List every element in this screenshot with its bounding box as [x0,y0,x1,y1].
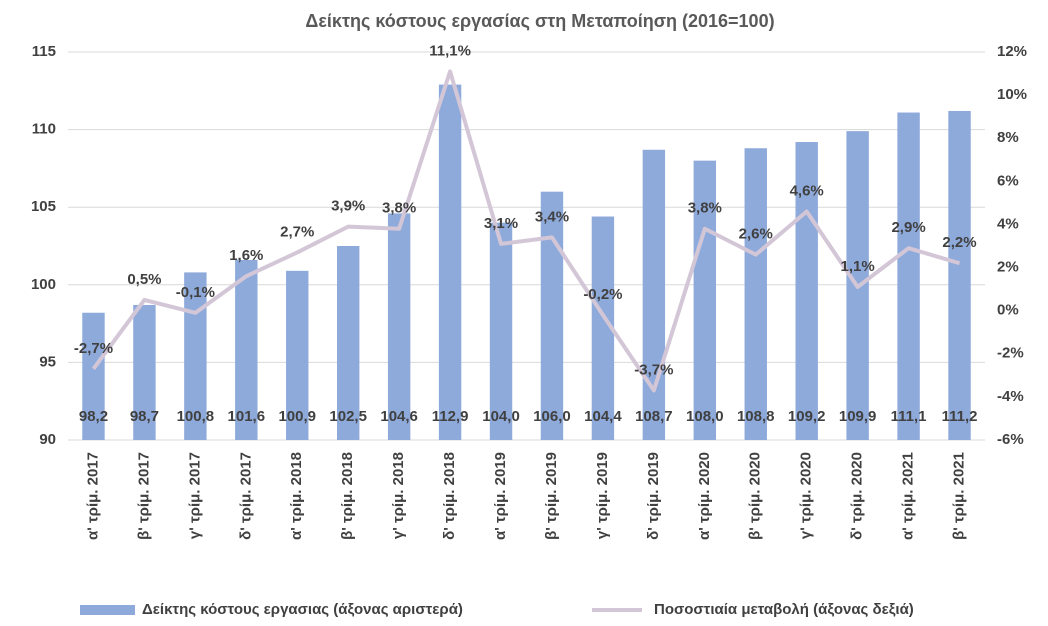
line-value-label: 0,5% [127,271,161,288]
y2-tick-label: -4% [997,388,1024,405]
line-value-label: 3,4% [535,208,569,225]
y2-tick-label: 0% [997,302,1019,319]
bar [235,259,258,440]
line-value-label: 1,1% [841,258,875,275]
x-tick-label: γ' τρίμ. 2017 [186,452,203,539]
bar [540,191,564,440]
y2-tick-label: 2% [997,259,1019,276]
line-value-label: 3,1% [484,215,518,232]
x-tick-label: δ' τρίμ. 2017 [237,452,254,540]
legend-label: Ποσοστιαία μεταβολή (άξονας δεξιά) [654,601,914,618]
x-tick-label: β' τρίμ. 2021 [950,452,967,540]
bar [184,272,207,440]
line-value-label: 3,8% [688,200,722,217]
bar [133,304,156,440]
bar-value-label: 111,2 [942,408,978,425]
bar-value-label: 98,2 [79,408,108,425]
y-tick-label: 90 [39,431,56,448]
line-value-label: 2,2% [942,234,976,251]
bar [591,216,615,440]
x-tick-label: δ' τρίμ. 2018 [441,452,458,540]
bar-value-label: 106,0 [533,408,571,425]
y2-tick-label: 12% [997,43,1027,60]
y2-tick-label: -2% [997,345,1024,362]
x-tick-label: δ' τρίμ. 2019 [645,452,662,540]
y-tick-label: 105 [31,198,56,215]
bar-value-label: 109,9 [839,408,877,425]
line-value-label: -0,2% [583,286,622,303]
line-value-label: 2,7% [280,223,314,240]
line-value-label: -3,7% [634,361,673,378]
bar [744,148,767,440]
bar-value-label: 111,1 [891,408,927,425]
line-value-label: 11,1% [429,42,471,59]
legend-swatch [80,605,135,615]
bar [286,270,309,440]
bar-value-label: 98,7 [130,408,159,425]
bar [438,84,462,440]
x-tick-label: δ' τρίμ. 2020 [849,452,866,540]
x-tick-label: β' τρίμ. 2017 [135,452,152,540]
x-tick-label: β' τρίμ. 2019 [543,452,560,540]
bar-value-label: 104,6 [380,408,418,425]
bar [948,110,971,440]
bar-value-label: 108,7 [635,408,673,425]
bar [336,246,360,440]
y-tick-label: 100 [31,276,56,293]
legend-label: Δείκτης κόστους εργασιας (άξονας αριστερ… [142,601,463,618]
x-tick-label: α' τρίμ. 2017 [84,452,101,540]
x-tick-label: γ' τρίμ. 2019 [594,452,611,539]
bar-value-label: 109,2 [788,408,826,425]
line-value-label: -0,1% [176,284,215,301]
line-value-label: 3,9% [331,198,365,215]
y2-tick-label: 8% [997,129,1019,146]
y-tick-label: 110 [32,121,56,138]
line [91,69,961,393]
bar-value-label: 100,8 [177,408,215,425]
bar-value-label: 104,4 [584,408,622,425]
chart-title: Δείκτης κόστους εργασίας στη Μεταποίηση … [305,11,774,31]
bar-value-label: 101,6 [228,408,266,425]
x-tick-label: α' τρίμ. 2018 [288,452,305,540]
y-tick-label: 115 [32,43,56,60]
y2-tick-label: -6% [997,431,1024,448]
line-value-label: 3,8% [382,200,416,217]
line-value-label: 4,6% [790,182,824,199]
x-tick-label: β' τρίμ. 2018 [339,452,356,540]
bar-value-label: 104,0 [482,408,520,425]
line-value-label: 2,6% [739,226,773,243]
bar [642,149,666,440]
y2-tick-label: 4% [997,215,1019,232]
line-value-label: 1,6% [229,247,263,264]
bar [387,213,411,440]
y-tick-label: 95 [39,353,56,370]
x-tick-label: γ' τρίμ. 2020 [798,452,815,539]
bar-value-label: 100,9 [278,408,316,425]
bar-value-label: 108,0 [686,408,724,425]
line-value-label: 2,9% [891,219,925,236]
x-tick-label: α' τρίμ. 2019 [492,452,509,540]
y2-tick-label: 10% [997,86,1027,103]
line-value-label: -2,7% [74,340,113,357]
bar-value-label: 108,8 [737,408,775,425]
bar [897,112,920,440]
x-tick-label: β' τρίμ. 2020 [747,452,764,540]
x-tick-label: γ' τρίμ. 2018 [390,452,407,539]
bar [489,222,513,440]
y2-tick-label: 6% [997,172,1019,189]
x-tick-label: α' τρίμ. 2021 [900,452,917,540]
bar [82,312,105,440]
bar-value-label: 112,9 [432,408,469,425]
bar-value-label: 102,5 [329,408,367,425]
x-tick-label: α' τρίμ. 2020 [696,452,713,540]
